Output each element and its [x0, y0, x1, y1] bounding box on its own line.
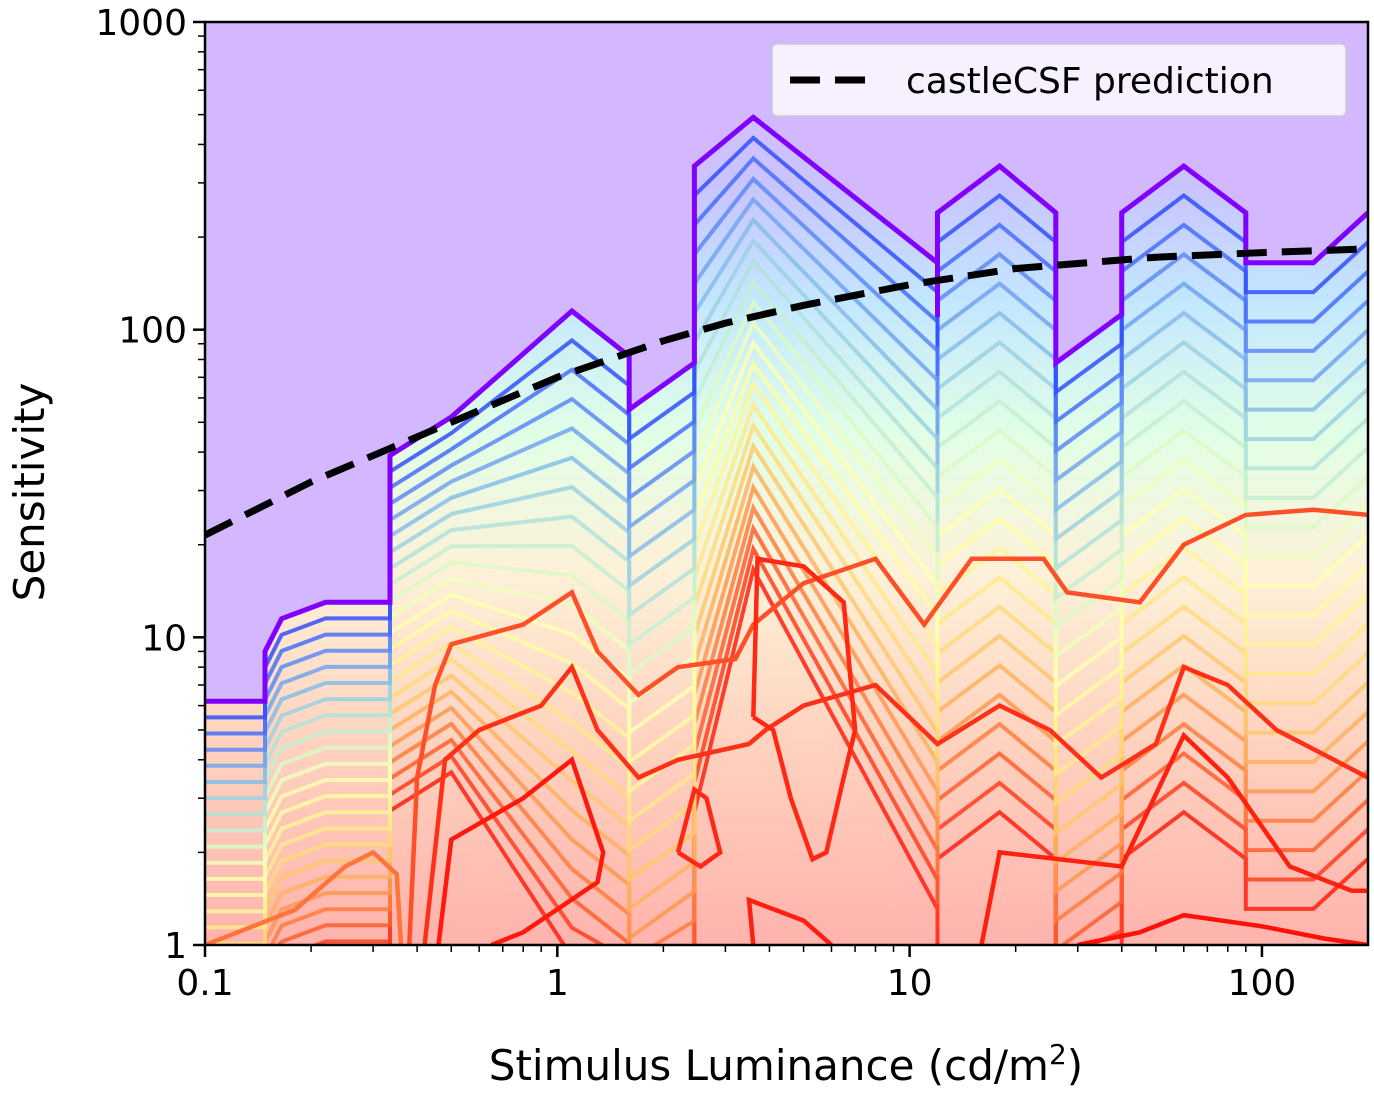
contour-band-line: [205, 380, 1368, 914]
plot-frame: [203, 20, 1370, 947]
inner-contour-line: [751, 556, 858, 863]
y-tick-label: 100: [118, 311, 187, 352]
legend-label: castleCSF prediction: [906, 61, 1274, 102]
contour-band-line: [263, 482, 1368, 945]
contour-inner-lines: [205, 507, 1368, 945]
prediction-line: [205, 245, 1368, 539]
x-tick-label: 100: [1228, 963, 1297, 1004]
contour-band-line: [205, 237, 1368, 801]
contour-band-line: [205, 278, 1368, 833]
contour-band-line: [205, 257, 1368, 817]
y-tick-label: 1: [164, 926, 187, 967]
contour-band-line: [205, 216, 1368, 784]
x-tick-label: 0.1: [176, 963, 233, 1004]
contour-band-line: [205, 400, 1368, 930]
y-tick-label: 1000: [95, 3, 187, 44]
contour-band-line: [205, 319, 1368, 865]
contour-band-line: [263, 441, 1368, 945]
inner-contour-line: [1077, 912, 1368, 945]
inner-contour-line: [436, 756, 606, 945]
x-tick-label: 1: [546, 963, 569, 1004]
x-tick-label: 10: [887, 963, 933, 1004]
outer-contour-line: [205, 114, 1368, 704]
contour-band-line: [205, 196, 1368, 768]
contour-band-line: [205, 176, 1368, 752]
inner-contour-line: [979, 731, 1368, 945]
contour-band-line: [205, 339, 1368, 881]
y-axis-label: Sensitivity: [5, 383, 54, 602]
x-axis-label: Stimulus Luminance (cd/m2): [489, 1038, 1083, 1090]
inner-contour-line: [205, 849, 404, 945]
contour-band-line: [205, 359, 1368, 897]
y-tick-label: 10: [141, 618, 187, 659]
contour-band-line: [205, 298, 1368, 849]
inner-contour-line: [422, 662, 1368, 945]
contour-band-line: [205, 135, 1368, 720]
contour-band-line: [205, 155, 1368, 736]
contour-band-lines: [205, 135, 1368, 945]
inner-contour-line: [746, 896, 833, 945]
contour-band-line: [205, 421, 1368, 945]
inner-contour-line: [407, 507, 1368, 945]
inner-contour-line: [675, 785, 723, 870]
contour-band-line: [263, 461, 1368, 945]
contour-band-line: [269, 502, 1368, 945]
plot-area: [205, 22, 1368, 945]
legend: castleCSF prediction: [771, 43, 1347, 117]
legend-box: [771, 43, 1347, 117]
